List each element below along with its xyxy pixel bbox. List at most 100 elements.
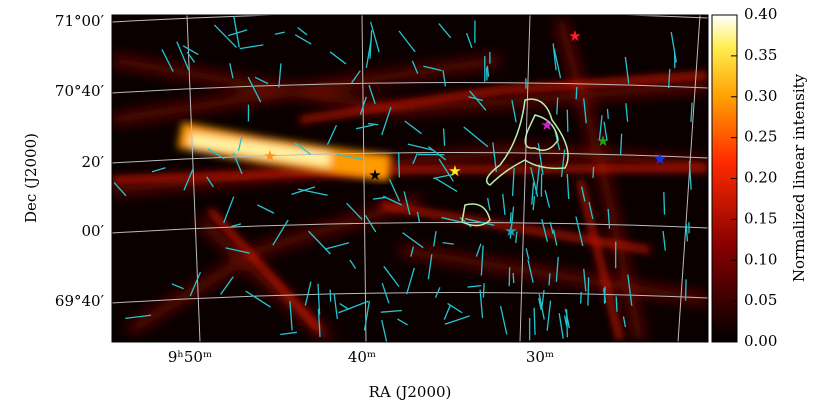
vector bbox=[355, 124, 374, 130]
vector bbox=[225, 247, 250, 254]
vector bbox=[533, 307, 536, 335]
vector bbox=[544, 190, 551, 208]
vector bbox=[565, 309, 569, 338]
star: ★ bbox=[596, 132, 609, 150]
vector bbox=[688, 161, 692, 190]
vector bbox=[509, 206, 515, 239]
vector bbox=[433, 177, 458, 192]
vector bbox=[254, 76, 269, 85]
vector bbox=[326, 125, 338, 145]
x-axis-label: RA (J2000) bbox=[369, 383, 452, 401]
vector bbox=[575, 216, 584, 247]
star: ★ bbox=[568, 27, 581, 45]
y-tick-label: 71°00′ bbox=[55, 12, 105, 30]
y-tick-label: 00′ bbox=[82, 222, 105, 240]
vector bbox=[464, 218, 495, 226]
vector bbox=[289, 301, 293, 331]
vector bbox=[486, 197, 491, 211]
vector bbox=[412, 153, 418, 164]
vector bbox=[359, 96, 367, 115]
vector bbox=[607, 208, 611, 229]
vector bbox=[509, 212, 512, 224]
vector bbox=[556, 97, 559, 115]
vector bbox=[294, 34, 312, 45]
star: ★ bbox=[448, 162, 461, 180]
vector bbox=[423, 65, 442, 72]
vector bbox=[245, 290, 271, 308]
vector bbox=[615, 296, 618, 312]
vector bbox=[410, 246, 415, 257]
y-axis-label: Dec (J2000) bbox=[22, 133, 40, 223]
vector bbox=[317, 283, 321, 315]
vector bbox=[402, 232, 424, 249]
vector bbox=[381, 282, 390, 304]
vector bbox=[670, 31, 677, 63]
vector bbox=[468, 96, 484, 102]
vector bbox=[602, 288, 607, 303]
intensity-map: ★ ★ ★ ★ ★ ★ ★ ★ bbox=[112, 15, 708, 342]
vector bbox=[317, 308, 321, 337]
vector bbox=[442, 70, 447, 87]
grid-line bbox=[112, 152, 708, 164]
vector bbox=[329, 289, 332, 302]
vector bbox=[442, 241, 454, 245]
vector bbox=[336, 153, 364, 161]
coordinate-grid bbox=[112, 15, 708, 342]
vector bbox=[499, 305, 508, 335]
star: ★ bbox=[540, 116, 553, 134]
vector bbox=[566, 109, 569, 132]
colorbar-tick-label: 0.35 bbox=[744, 46, 777, 64]
vector bbox=[667, 68, 671, 89]
colorbar-tick-label: 0.25 bbox=[744, 128, 777, 146]
vector bbox=[537, 143, 544, 175]
vector bbox=[525, 248, 530, 260]
vector bbox=[587, 277, 590, 306]
vector bbox=[380, 309, 403, 313]
vector bbox=[486, 65, 490, 77]
colorbar-tick-label: 0.00 bbox=[744, 332, 777, 350]
vector bbox=[515, 231, 518, 243]
vector bbox=[443, 305, 451, 320]
grid-line bbox=[361, 15, 367, 342]
vector bbox=[548, 273, 551, 286]
vector bbox=[482, 282, 485, 298]
grid-line bbox=[112, 82, 708, 94]
vector bbox=[541, 218, 549, 242]
vector bbox=[229, 63, 234, 79]
vector bbox=[469, 90, 487, 111]
vector bbox=[280, 331, 297, 336]
vector bbox=[546, 300, 552, 331]
vector bbox=[161, 49, 174, 72]
vector bbox=[624, 56, 630, 84]
vector bbox=[566, 173, 570, 200]
vector bbox=[580, 186, 586, 202]
vector bbox=[406, 267, 415, 295]
vector bbox=[237, 136, 243, 152]
vector bbox=[438, 23, 452, 39]
vector bbox=[206, 176, 214, 188]
vector bbox=[398, 30, 416, 53]
x-tick-label: 40ᵐ bbox=[348, 348, 376, 366]
vector bbox=[369, 30, 373, 59]
vector bbox=[563, 315, 568, 327]
vector bbox=[447, 302, 463, 314]
vector bbox=[511, 168, 515, 196]
vector bbox=[333, 294, 338, 320]
vector bbox=[239, 44, 264, 50]
vector bbox=[532, 196, 536, 211]
star: ★ bbox=[653, 150, 666, 168]
vector bbox=[247, 76, 262, 103]
vector bbox=[583, 268, 587, 292]
vector bbox=[220, 276, 234, 295]
vector bbox=[407, 143, 433, 151]
stars: ★ ★ ★ ★ ★ ★ ★ ★ bbox=[263, 27, 666, 240]
vector bbox=[228, 29, 248, 37]
vector bbox=[368, 122, 379, 126]
vector bbox=[553, 48, 562, 79]
vector bbox=[304, 281, 312, 306]
vector bbox=[274, 31, 285, 35]
vector bbox=[363, 300, 371, 331]
vector bbox=[492, 142, 495, 156]
vector bbox=[351, 70, 361, 84]
vector bbox=[511, 100, 517, 123]
